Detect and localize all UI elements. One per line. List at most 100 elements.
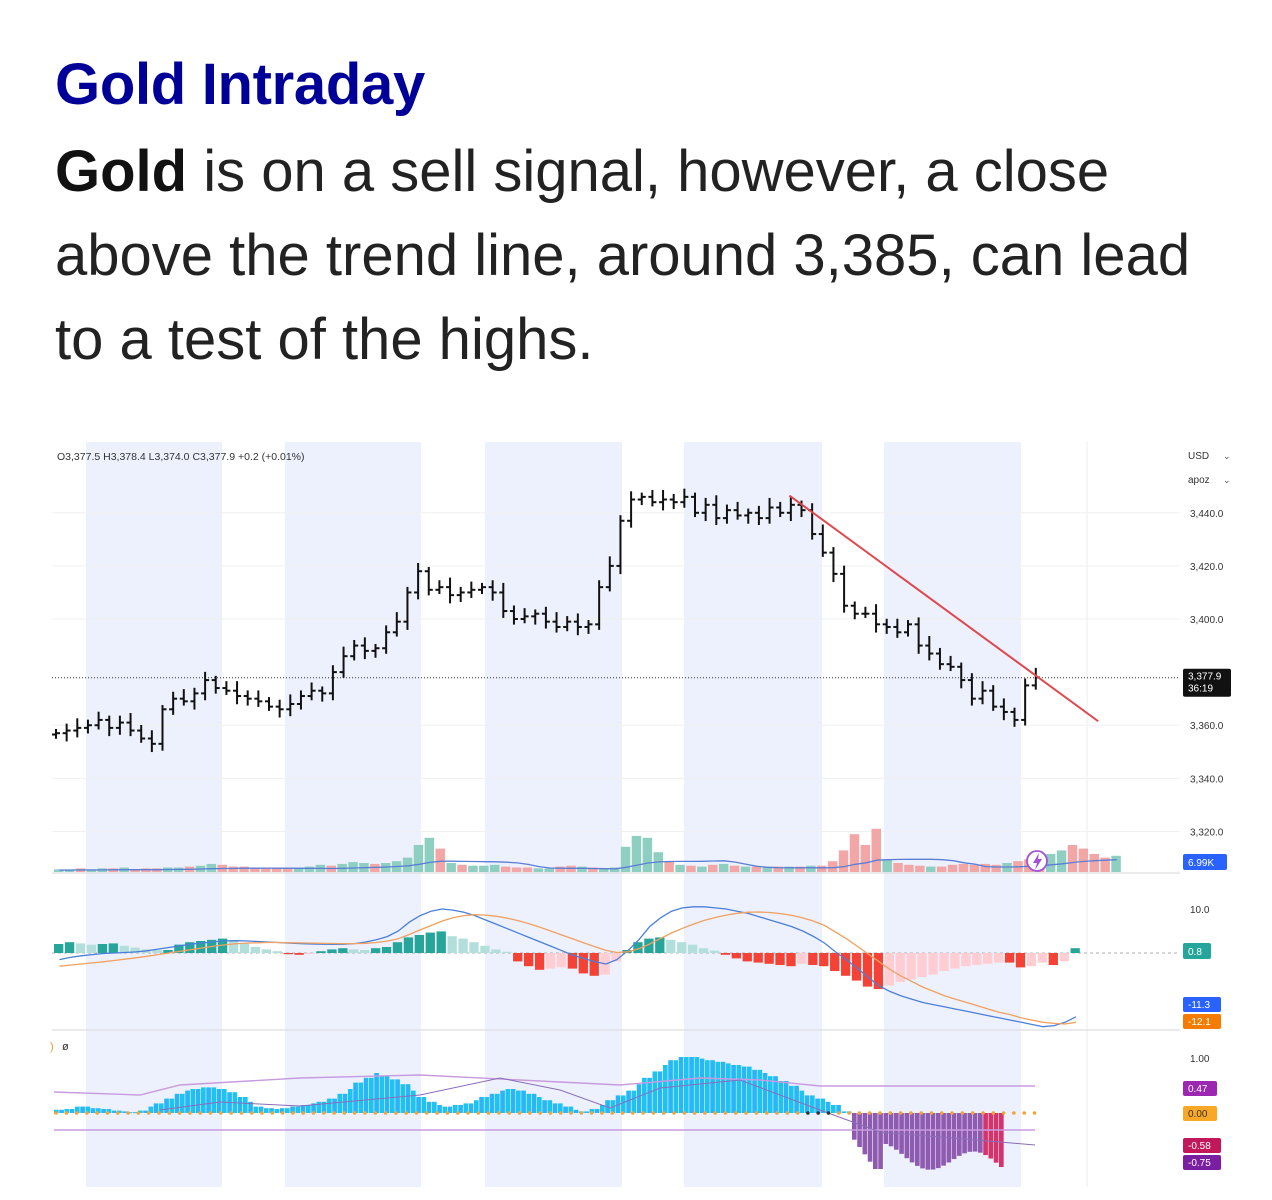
oscillator-bar — [489, 1093, 495, 1113]
oscillator-bar — [75, 1106, 80, 1113]
macd-hist-bar — [720, 953, 731, 955]
zero-dot — [775, 1111, 779, 1115]
oscillator-bar — [542, 1100, 547, 1113]
macd-hist-bar — [895, 953, 905, 982]
ohlc-bar — [190, 687, 199, 710]
oscillator-bar — [484, 1097, 490, 1113]
currency-label: USD — [1188, 451, 1209, 462]
macd-hist-bar — [764, 953, 774, 964]
oscillator-bar — [468, 1103, 474, 1113]
zero-dot — [672, 1111, 676, 1115]
oscillator-badge-2: 0.00 — [1183, 1106, 1217, 1121]
ohlc-bar — [1021, 678, 1030, 726]
ohlc-bar — [691, 492, 699, 518]
volume-bar — [915, 865, 925, 872]
macd-hist-bar — [403, 937, 414, 953]
zero-dot — [301, 1111, 306, 1115]
macd-hist-bar — [130, 947, 140, 953]
oscillator-bar — [867, 1113, 873, 1162]
macd-hist-bar — [370, 948, 381, 953]
zero-dot — [383, 1111, 388, 1115]
volume-bar — [740, 866, 751, 872]
zero-dot — [558, 1111, 563, 1115]
oscillator-bar — [321, 1101, 327, 1113]
macd-hist-bar — [425, 932, 435, 953]
volume-bar — [282, 868, 293, 872]
macd-hist-label: 0.8 — [1188, 947, 1202, 958]
zero-dot — [909, 1111, 913, 1115]
ohlc-bar — [840, 565, 849, 613]
oscillator-bar — [206, 1087, 211, 1113]
currency-selector[interactable]: USD ⌄ — [1188, 451, 1231, 462]
trend-line[interactable] — [788, 494, 1099, 723]
indicator-toggle-icon[interactable]: ) — [50, 1041, 54, 1053]
scale-selector[interactable]: apoz ⌄ — [1188, 475, 1231, 486]
oscillator-bar — [615, 1095, 621, 1113]
oscillator-bar — [253, 1106, 259, 1113]
ohlc-bar — [62, 723, 71, 742]
ohlc-bar — [999, 698, 1008, 721]
signal-line — [59, 911, 1077, 1025]
oscillator-bar — [264, 1108, 269, 1113]
lead-bold-text: Gold — [55, 139, 188, 204]
volume-badge-bg — [1183, 854, 1227, 870]
zero-dot — [538, 1111, 542, 1115]
oscillator-bar — [915, 1113, 920, 1166]
zero-dot — [280, 1111, 285, 1115]
oscillator-bar — [180, 1093, 185, 1113]
last-price-label: 3,377.9 — [1188, 672, 1222, 683]
ohlc-bar — [328, 665, 337, 701]
volume-bar — [130, 869, 140, 872]
oscillator-bar — [353, 1082, 358, 1113]
volume-bar — [577, 866, 587, 872]
oscillator-bar — [547, 1100, 553, 1113]
oscillator-bar — [883, 1113, 889, 1144]
zero-dot — [651, 1111, 656, 1115]
macd-hist-bar — [797, 953, 807, 964]
oscillator-bar — [720, 1061, 726, 1113]
volume-bar — [1078, 848, 1089, 872]
ohlc-bar — [275, 699, 284, 718]
oscillator-bar — [96, 1108, 101, 1113]
volume-bar — [849, 834, 860, 872]
oscillator-bar — [363, 1077, 369, 1113]
oscillator-bar — [358, 1082, 364, 1113]
macd-hist-bar — [360, 950, 370, 953]
zero-dot — [445, 1111, 450, 1115]
macd-hist-bar — [414, 935, 425, 953]
ohlc-bar — [254, 690, 263, 707]
macd-hist-bar — [906, 953, 916, 980]
ohlc-bar — [701, 497, 710, 522]
oscillator-bar — [216, 1089, 222, 1113]
oscillator-bar — [495, 1093, 500, 1113]
oscillator-bar — [64, 1109, 70, 1113]
zero-dot — [146, 1111, 151, 1115]
last-price-badge-bg — [1183, 668, 1231, 697]
oscillator-bar — [804, 1095, 810, 1113]
oscillator-bar — [936, 1113, 941, 1169]
oscillator-bar — [552, 1103, 558, 1113]
oscillator-bar — [243, 1097, 248, 1113]
ohlc-bar — [222, 681, 231, 695]
zero-dot — [219, 1111, 223, 1115]
macd-hist-bar — [851, 953, 862, 981]
lightning-icon[interactable] — [1026, 850, 1048, 872]
zero-dot — [1001, 1111, 1006, 1115]
zero-dot — [167, 1111, 172, 1115]
ohlc-bar — [712, 495, 721, 526]
oscillator-bar — [80, 1106, 85, 1113]
trading-chart[interactable]: O3,377.5 H3,378.4 L3,374.0 C3,377.9 +0.2… — [0, 430, 1272, 1200]
oscillator-bar — [642, 1077, 647, 1113]
price-tick-label: 3,440.0 — [1190, 509, 1224, 520]
oscillator-bar — [185, 1090, 190, 1113]
oscillator-bar — [752, 1069, 757, 1113]
macd-hist-bar — [64, 942, 75, 953]
oscillator-bar — [395, 1079, 400, 1113]
oscillator-bar — [962, 1113, 967, 1154]
volume-bar — [206, 863, 217, 872]
macd-line — [59, 906, 1077, 1028]
oscillator-bar — [117, 1110, 122, 1113]
oscillator-bar — [621, 1095, 626, 1113]
oscillator-bar — [831, 1105, 836, 1113]
session-band — [86, 442, 222, 1187]
